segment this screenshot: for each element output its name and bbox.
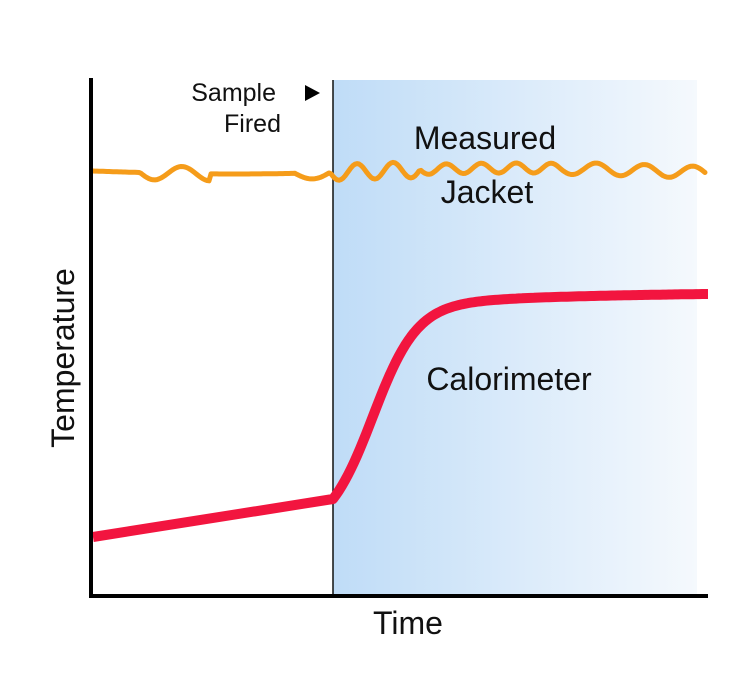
y-axis-label: Temperature	[45, 268, 81, 448]
measured-jacket-line	[90, 159, 708, 184]
sample-label: Sample	[191, 79, 276, 107]
jacket-series-label: Jacket	[441, 174, 534, 210]
sample-fired-marker	[305, 85, 320, 101]
x-axis-label: Time	[373, 605, 443, 641]
measured-series-label: Measured	[414, 120, 556, 156]
post-firing-shaded-region	[333, 80, 697, 597]
calorimeter-line	[92, 289, 710, 542]
calorimeter-series-label: Calorimeter	[426, 361, 592, 397]
fired-label: Fired	[224, 110, 281, 138]
